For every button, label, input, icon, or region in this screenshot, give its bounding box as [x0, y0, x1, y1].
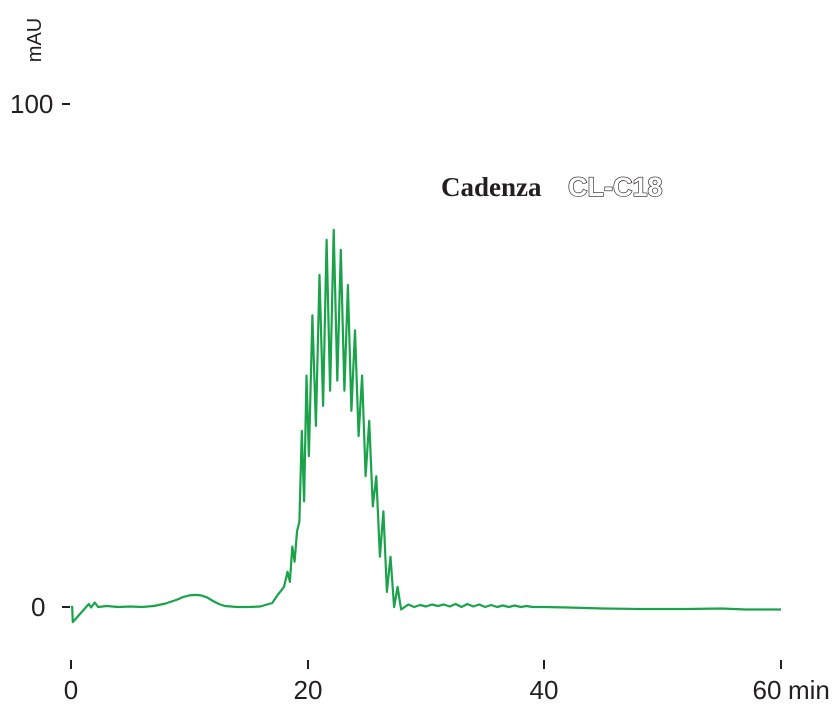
title-model: CL-C18 — [568, 172, 663, 202]
title-brand: Cadenza — [441, 172, 542, 202]
y-axis-label: mAU — [24, 18, 46, 62]
x-axis: 0 20 40 60 min — [64, 660, 830, 705]
y-tick-label-100: 100 — [10, 89, 53, 119]
x-tick-label-20: 20 — [294, 675, 323, 705]
y-tick-label-0: 0 — [31, 592, 45, 622]
chart-title: Cadenza CL-C18 — [441, 171, 663, 202]
series-layer — [71, 228, 781, 624]
x-tick-label-60: 60 — [753, 675, 782, 705]
x-tick-label-40: 40 — [530, 675, 559, 705]
x-axis-unit: min — [788, 675, 830, 705]
x-tick-label-0: 0 — [64, 675, 78, 705]
y-axis: 100 0 — [10, 89, 70, 622]
chromatogram-trace-0 — [71, 228, 781, 624]
